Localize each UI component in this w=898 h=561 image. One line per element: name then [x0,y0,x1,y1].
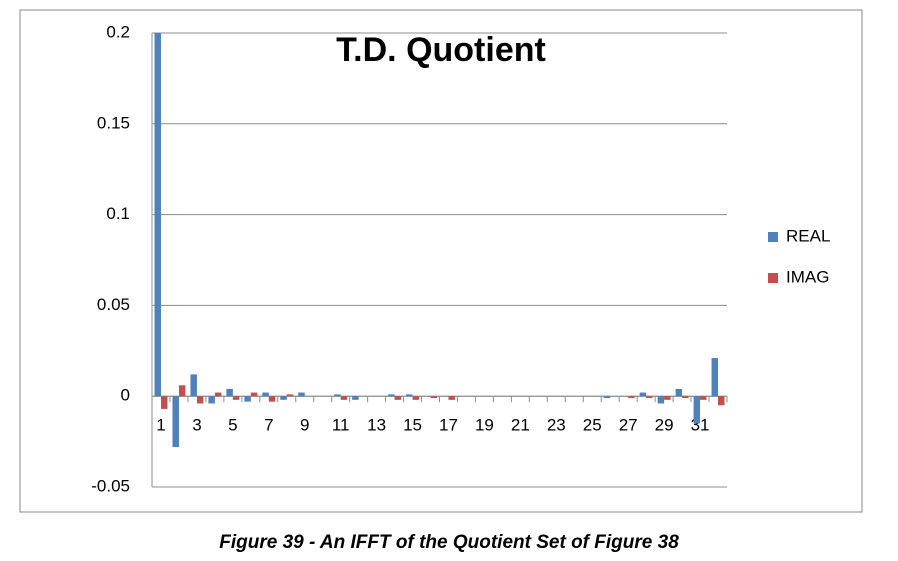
legend-swatch [768,232,778,242]
bar [214,392,222,397]
bar [190,374,197,397]
bar [412,396,420,400]
bar [693,396,701,424]
y-tick-label: 0.1 [106,204,130,223]
bar [298,392,305,397]
y-tick-label: 0.2 [106,22,130,41]
y-tick-label: 0.15 [97,113,130,132]
legend-label: REAL [786,226,830,245]
bar [352,396,359,400]
x-tick-label: 25 [583,416,602,435]
bar [226,388,233,397]
legend-swatch [768,273,778,283]
x-tick-label: 11 [332,416,350,435]
bar [718,396,725,406]
bar [406,394,413,397]
x-tick-label: 15 [403,416,422,435]
bar [160,396,168,409]
bar [639,392,647,397]
bar [628,396,635,399]
bar [208,396,215,404]
x-tick-label: 29 [655,416,674,435]
x-tick-label: 21 [511,416,530,435]
bar [664,396,671,400]
bar [268,396,276,402]
bar [603,396,611,399]
bar [232,396,240,400]
x-tick-label: 5 [228,416,237,435]
x-tick-label: 1 [156,416,165,435]
bar [334,394,341,397]
bar [646,396,653,399]
x-tick-label: 19 [475,416,494,435]
bar [280,396,287,400]
bar [262,392,269,397]
bar [711,358,719,397]
caption: Figure 39 - An IFFT of the Quotient Set … [219,532,679,553]
x-tick-label: 3 [192,416,201,435]
bar [430,396,437,399]
bar [286,394,294,397]
x-tick-label: 13 [367,416,386,435]
bar [682,396,689,399]
chart-title: T.D. Quotient [336,31,546,69]
bar [340,396,348,400]
legend-label: IMAG [786,267,829,286]
x-tick-label: 23 [547,416,566,435]
chart-frame [19,9,863,513]
y-tick-label: -0.05 [91,476,130,495]
y-tick-label: 0.05 [97,295,130,314]
x-tick-label: 17 [439,416,458,435]
bar [250,392,258,397]
bar [657,396,665,404]
bar [448,396,455,400]
bar [172,396,179,448]
bar [178,385,186,397]
bar [394,396,402,400]
bar [675,388,683,397]
x-tick-label: 27 [619,416,638,435]
bar [244,396,251,402]
bar [196,396,204,404]
x-tick-label: 7 [264,416,273,435]
bar [154,33,161,397]
x-tick-label: 9 [300,416,309,435]
y-tick-label: 0 [121,386,130,405]
bar [388,394,395,397]
bar [700,396,707,400]
